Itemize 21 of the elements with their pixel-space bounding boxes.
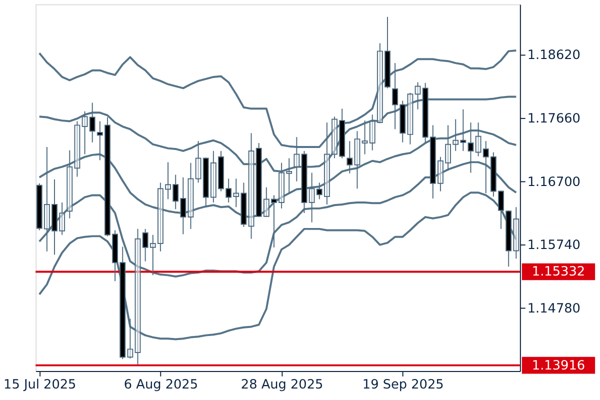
candlestick — [89, 102, 96, 143]
x-tick-label: 28 Aug 2025 — [240, 377, 324, 392]
candlestick — [369, 114, 376, 151]
ref-line-label: 1.13916 — [532, 358, 586, 374]
candlestick — [59, 202, 66, 236]
y-tick-label: 1.16700 — [527, 174, 580, 190]
y-tick-label: 1.18620 — [527, 48, 580, 63]
y-tick-label: 1.15740 — [527, 238, 580, 254]
candlestick — [346, 140, 353, 174]
candlestick — [142, 228, 148, 262]
x-tick-label: 6 Aug 2025 — [124, 377, 198, 392]
candlestick — [233, 178, 240, 208]
y-tick-label: 1.17660 — [527, 111, 580, 126]
x-tick-label: 19 Sep 2025 — [362, 377, 444, 392]
candlestick — [362, 120, 368, 155]
x-tick-label: 15 Jul 2025 — [4, 377, 76, 392]
ref-line-label: 1.15332 — [532, 264, 586, 280]
candlestick — [165, 162, 171, 200]
y-tick-label: 1.14780 — [527, 302, 580, 317]
candlestick — [316, 182, 322, 200]
candlestick — [210, 150, 216, 203]
